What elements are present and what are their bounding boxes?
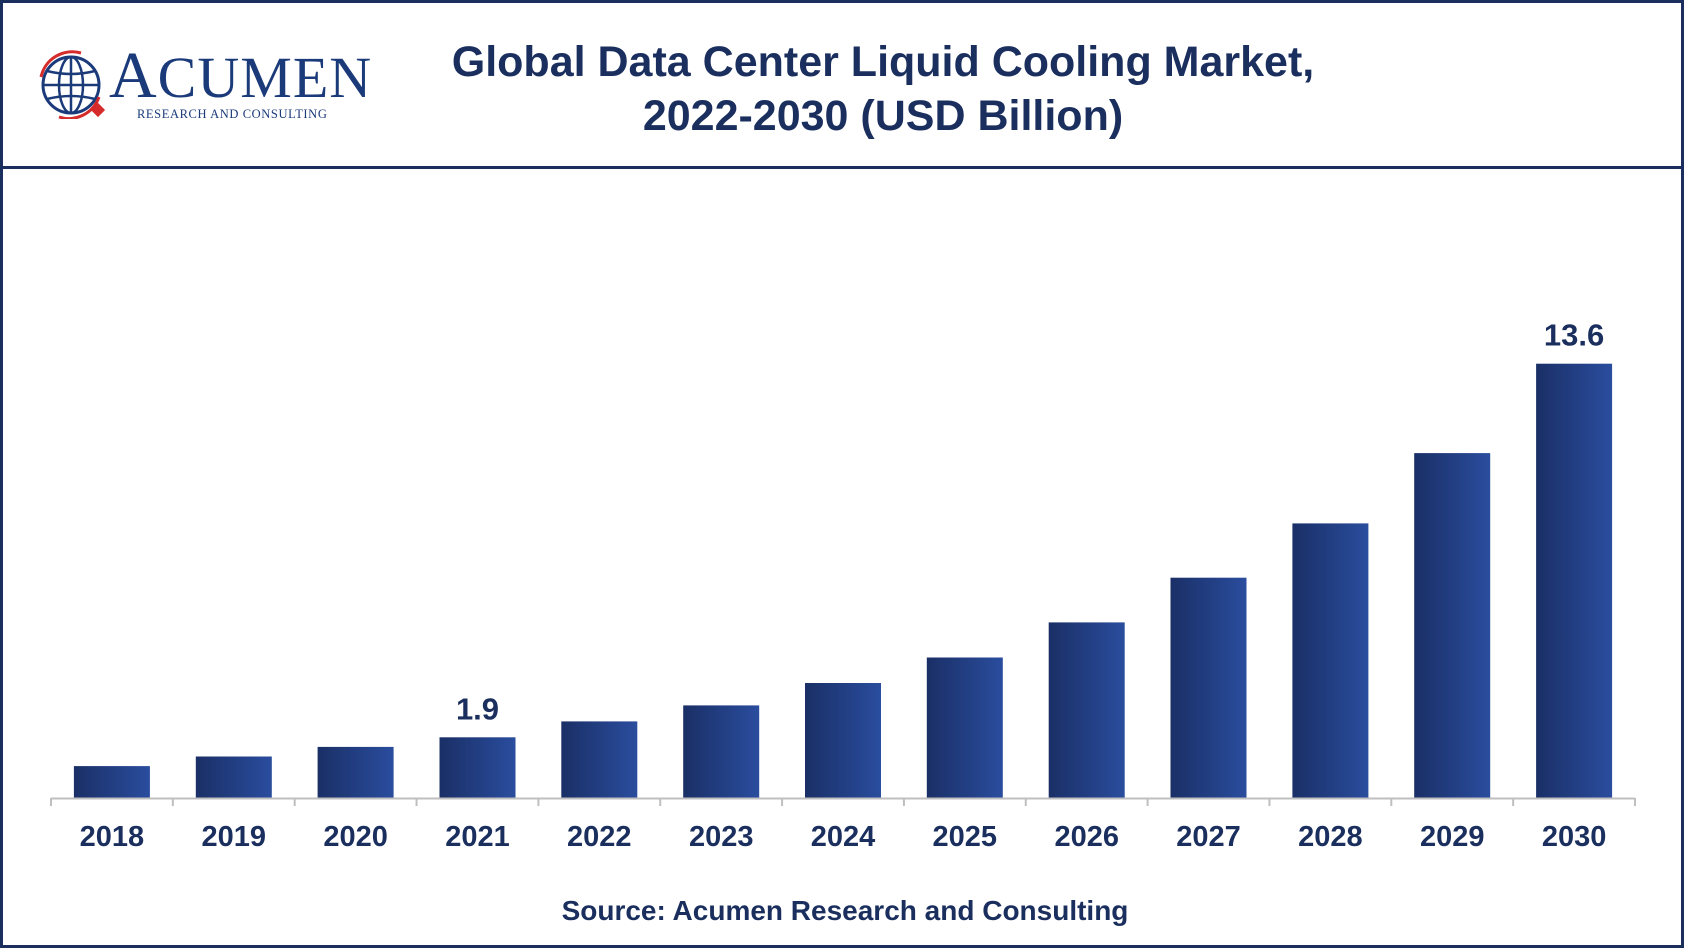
brand-tagline: RESEARCH AND CONSULTING <box>137 107 328 121</box>
x-tick-label: 2021 <box>445 821 510 853</box>
x-tick-label: 2023 <box>689 821 754 853</box>
bar-2029 <box>1414 453 1491 798</box>
x-tick-label: 2019 <box>202 821 267 853</box>
bar-2024 <box>805 683 881 798</box>
bar-2030 <box>1536 363 1613 798</box>
acumen-logo: ACUMEN RESEARCH AND CONSULTING <box>37 43 371 133</box>
x-tick-label: 2030 <box>1542 821 1607 853</box>
x-tick-label: 2025 <box>933 821 998 853</box>
chart-title: Global Data Center Liquid Cooling Market… <box>363 35 1403 143</box>
x-tick-label: 2029 <box>1420 821 1485 853</box>
data-labels: 1.9 13.6 <box>456 318 1604 727</box>
bar-2020 <box>317 746 394 798</box>
bar-chart: 2018 2019 2020 2021 2022 2023 2024 2025 2026 2027… <box>50 318 1636 853</box>
data-label-2030: 13.6 <box>1544 318 1604 353</box>
bar-2028 <box>1292 523 1369 798</box>
bar-2026 <box>1048 622 1125 798</box>
bar-2025 <box>926 657 1003 798</box>
x-tick-label: 2028 <box>1298 821 1363 853</box>
x-tick-label: 2022 <box>567 821 632 853</box>
globe-icon <box>39 50 106 119</box>
x-tick-label: 2026 <box>1054 821 1119 853</box>
source-note: Source: Acumen Research and Consulting <box>561 895 1129 926</box>
brand-name: ACUMEN <box>109 39 373 112</box>
bar-2019 <box>195 756 272 798</box>
header: ACUMEN RESEARCH AND CONSULTING Global Da… <box>3 3 1681 169</box>
bar-2023 <box>683 705 760 798</box>
bar-2018 <box>73 766 150 798</box>
chart-title-line-2: 2022-2030 (USD Billion) <box>642 92 1124 140</box>
x-tick-label: 2018 <box>80 821 145 853</box>
data-label-2021: 1.9 <box>456 691 499 726</box>
x-tick-label: 2027 <box>1176 821 1241 853</box>
bar-series <box>73 363 1613 798</box>
x-axis: 2018 2019 2020 2021 2022 2023 2024 2025 2026 2027… <box>50 797 1636 853</box>
chart-title-line-1: Global Data Center Liquid Cooling Market… <box>451 38 1315 86</box>
x-tick-label: 2024 <box>811 821 876 853</box>
x-tick-label: 2020 <box>323 821 388 853</box>
bar-2021 <box>439 737 516 798</box>
bar-2022 <box>561 721 638 798</box>
bar-2027 <box>1170 577 1247 798</box>
